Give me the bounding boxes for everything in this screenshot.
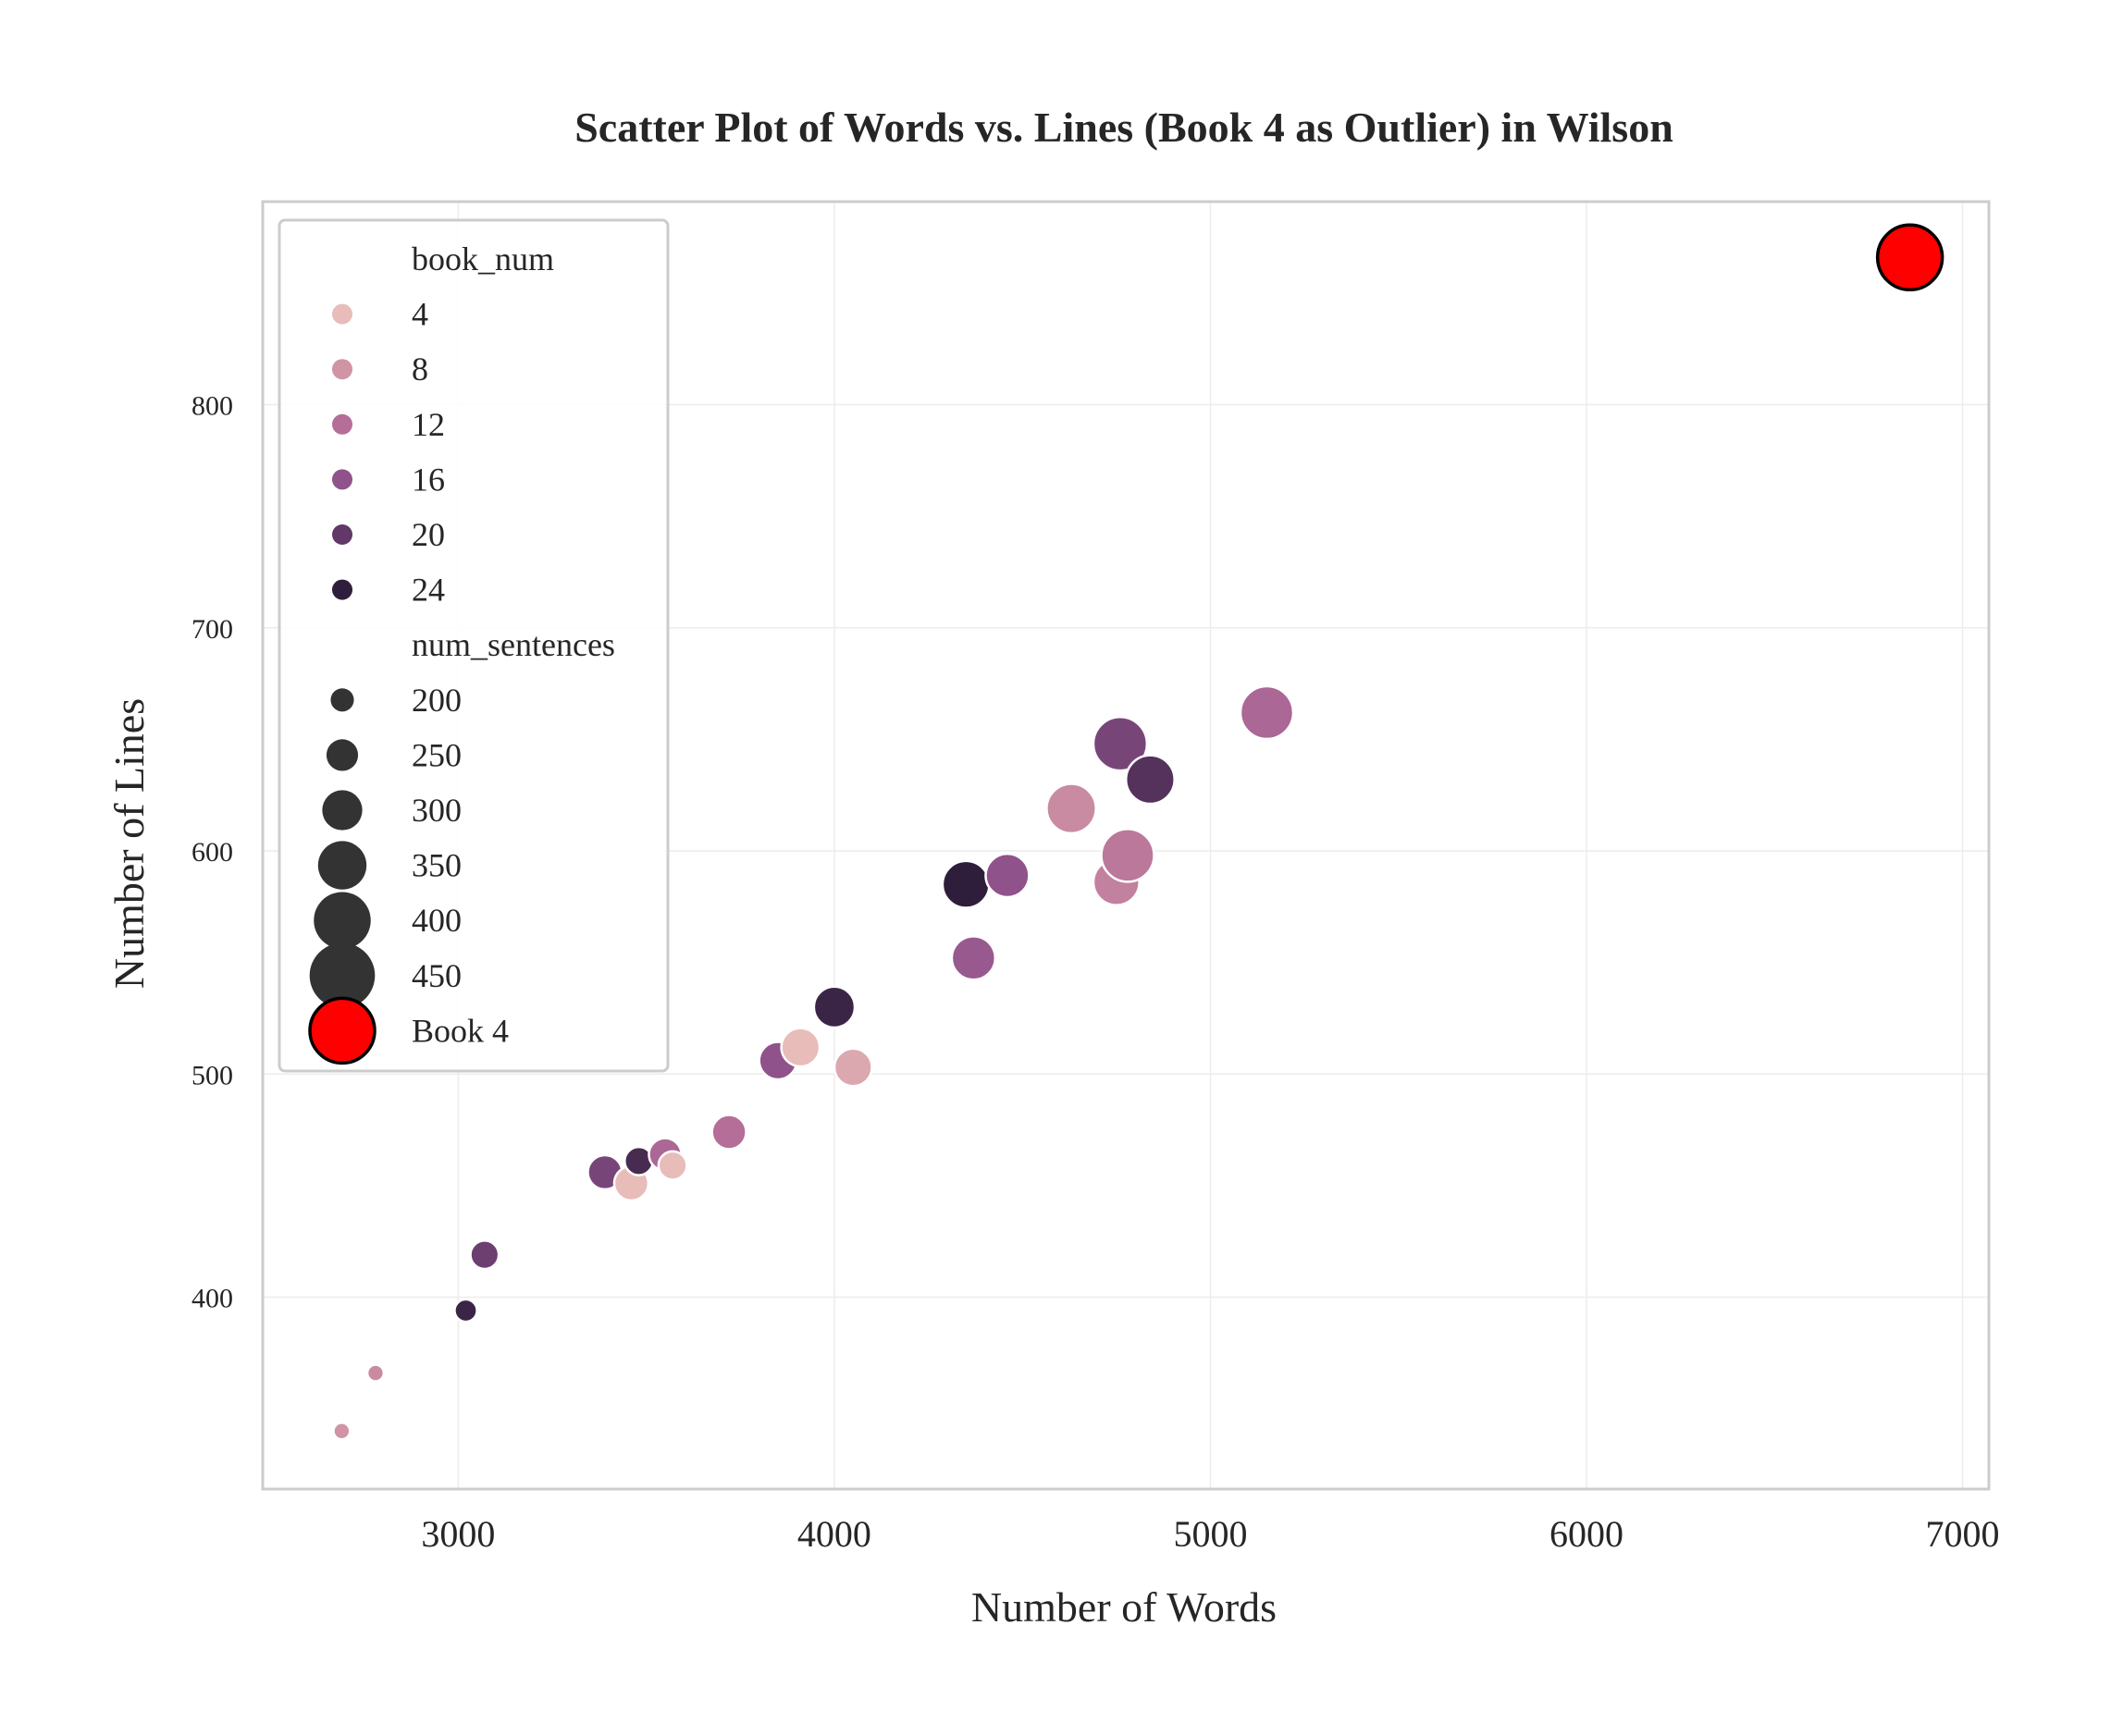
x-tick-label: 7000 <box>1926 1513 2000 1555</box>
x-tick-label: 6000 <box>1549 1513 1623 1555</box>
x-tick-label: 5000 <box>1173 1513 1247 1555</box>
legend-hue-marker <box>332 413 352 435</box>
data-point <box>812 985 857 1029</box>
legend-title-book-num: book_num <box>412 240 554 277</box>
y-tick-label: 700 <box>191 614 233 645</box>
y-tick-labels: 400 500 600 700 800 <box>191 391 233 1314</box>
data-point <box>469 1239 500 1271</box>
legend-hue-label: 20 <box>412 516 445 553</box>
data-point <box>1100 828 1155 883</box>
y-axis-label: Number of Lines <box>105 698 153 989</box>
legend-hue-marker <box>332 579 352 600</box>
legend-hue-label: 12 <box>412 406 445 443</box>
legend-hue-marker <box>332 524 352 545</box>
legend-size-label: 400 <box>412 902 462 939</box>
data-point <box>657 1150 688 1181</box>
legend-hue-label: 24 <box>412 572 445 609</box>
outlier-point <box>1875 223 1944 292</box>
legend-size-marker <box>326 739 359 771</box>
legend-hue-label: 16 <box>412 461 445 498</box>
x-tick-labels: 3000 4000 5000 6000 7000 <box>421 1513 1999 1555</box>
data-point <box>365 1363 386 1383</box>
data-point <box>710 1114 747 1151</box>
data-point <box>941 859 991 909</box>
legend-size-label: 200 <box>412 682 462 719</box>
legend-hue-marker <box>332 469 352 490</box>
data-point <box>833 1047 873 1088</box>
legend-box <box>278 218 670 1073</box>
legend-size-label: 350 <box>412 847 462 884</box>
plot-frame <box>261 200 1991 1491</box>
x-tick-label: 4000 <box>797 1513 871 1555</box>
y-tick-label: 800 <box>191 391 233 422</box>
legend: book_num 4 8 12 16 20 24 num_sentences 200 250 300… <box>278 218 670 1073</box>
data-point <box>780 1027 821 1068</box>
legend-title-num-sentences: num_sentences <box>412 626 615 663</box>
legend-size-marker <box>317 841 367 890</box>
data-point <box>1124 754 1176 806</box>
data-point <box>1239 684 1295 741</box>
legend-size-marker <box>314 892 371 949</box>
legend-size-label: 250 <box>412 736 462 773</box>
data-point <box>1045 782 1097 835</box>
legend-hue-marker <box>332 359 352 380</box>
legend-hue-label: 4 <box>412 296 428 333</box>
legend-hue-label: 8 <box>412 351 428 388</box>
data-point <box>984 852 1031 899</box>
legend-size-marker <box>322 790 363 831</box>
legend-size-marker <box>330 688 354 712</box>
chart-title: Scatter Plot of Words vs. Lines (Book 4 … <box>574 104 1673 151</box>
data-point <box>453 1298 478 1324</box>
data-points <box>332 223 1944 1441</box>
y-tick-label: 600 <box>191 837 233 868</box>
legend-size-marker <box>309 942 376 1009</box>
y-tick-label: 500 <box>191 1060 233 1090</box>
data-point <box>1092 716 1149 772</box>
x-tick-label: 3000 <box>421 1513 495 1555</box>
legend-outlier-label: Book 4 <box>412 1012 509 1049</box>
legend-size-label: 300 <box>412 792 462 829</box>
data-point <box>332 1422 352 1441</box>
grid-lines <box>263 202 1989 1489</box>
legend-hue-marker <box>332 303 352 325</box>
legend-size-label: 450 <box>412 957 462 994</box>
x-axis-label: Number of Words <box>971 1583 1277 1631</box>
legend-outlier-marker <box>308 996 377 1065</box>
data-point <box>950 935 997 981</box>
y-tick-label: 400 <box>191 1284 233 1314</box>
